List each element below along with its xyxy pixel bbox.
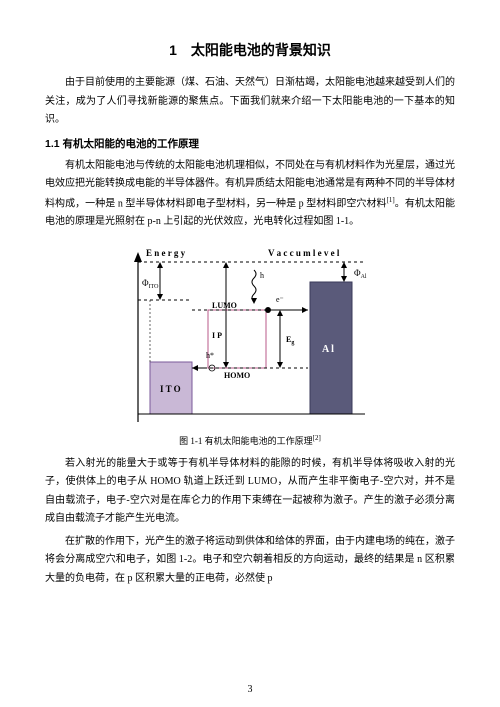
citation-1: [1] — [387, 196, 395, 204]
figure-1-1-caption: 图 1-1 有机太阳能电池的工作原理[2] — [179, 434, 321, 447]
ito-box-label: I T O — [160, 384, 181, 394]
section-1-1-paragraph-1: 有机太阳能电池与传统的太阳能电池机理相似，不同处在与有机材料作为光星层，通过光电… — [45, 157, 455, 232]
hole-label: h* — [206, 351, 214, 360]
section-1-1-title: 1.1 有机太阳能的电池的工作原理 — [45, 136, 455, 151]
section-1-1-paragraph-2: 若入射光的能量大于或等于有机半导体材料的能隙的时候，有机半导体将吸收入射的光子，… — [45, 455, 455, 529]
energy-diagram: E n e r g y V a c c u m l e v e l ΦITO I… — [120, 240, 380, 430]
section-1-1-paragraph-3: 在扩散的作用下，光产生的激子将运动到供体和给体的界面，由于内建电场的纯在，激子将… — [45, 533, 455, 589]
intro-paragraph: 由于目前使用的主要能源（煤、石油、天然气）日渐枯竭，太阳能电池越来越受到人们的关… — [45, 74, 455, 130]
phi-al-label: ΦAl — [354, 268, 367, 280]
figcaption-text: 图 1-1 有机太阳能电池的工作原理 — [179, 436, 313, 446]
hv-label: h — [260, 271, 264, 280]
eg-label: Eg — [286, 335, 294, 346]
homo-label: HOMO — [224, 371, 250, 380]
phi-ito-label: ΦITO — [142, 278, 159, 290]
energy-label: E n e r g y — [146, 248, 186, 258]
ip-label: I P — [212, 331, 222, 340]
electron-label: e⁻ — [276, 295, 284, 304]
chapter-title: 1 太阳能电池的背景知识 — [45, 40, 455, 60]
figure-1-1: E n e r g y V a c c u m l e v e l ΦITO I… — [45, 240, 455, 447]
vacuum-label: V a c c u m l e v e l — [268, 248, 340, 258]
al-box-label: A l — [322, 344, 334, 355]
page-number: 3 — [0, 684, 500, 695]
citation-2: [2] — [313, 434, 321, 442]
lumo-label: LUMO — [212, 301, 237, 310]
